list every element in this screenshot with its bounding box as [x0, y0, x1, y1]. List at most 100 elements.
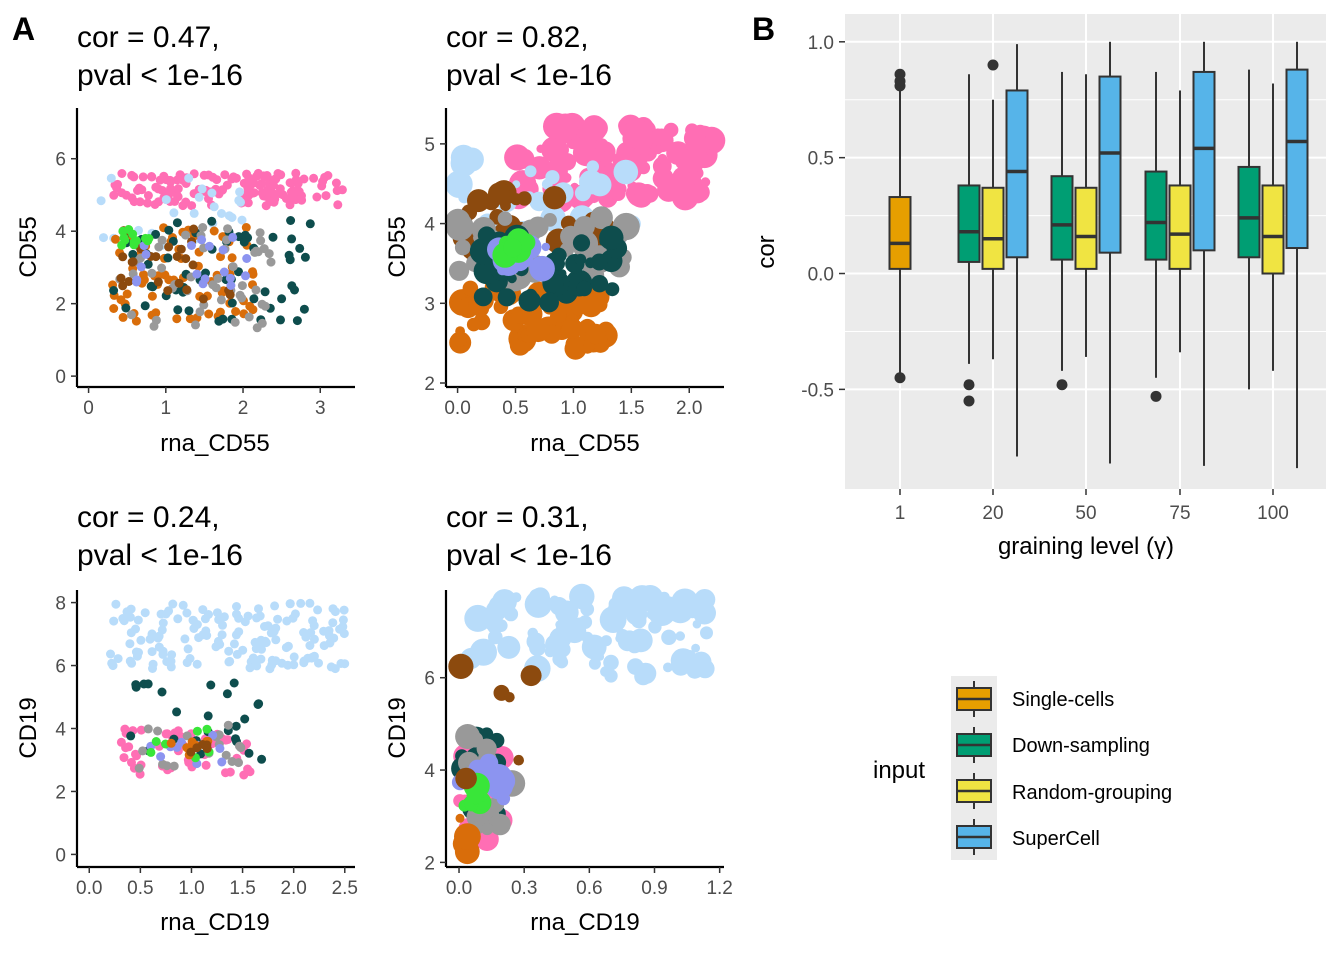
point-panel3-group1 [204, 610, 213, 619]
point-panel2-group5 [527, 216, 549, 238]
point-panel2-group3 [526, 318, 551, 343]
point-panel4-group7 [455, 767, 477, 790]
point-panel1-group5 [147, 268, 157, 278]
scatter-panel-4: cor = 0.31, pval < 1e-16 0.0 0.3 0.6 0.9 1.2… [384, 501, 733, 936]
scatter-panel-1: cor = 0.47, pval < 1e-16 0 1 2 3 0 2 4 6 rna_CD… [15, 21, 355, 457]
point-panel2-group8 [503, 238, 523, 258]
point-panel3-group1 [217, 630, 227, 640]
point-panel3-group4 [234, 758, 243, 768]
point-panel3-group5 [208, 730, 218, 740]
point-panel4-group1 [658, 591, 670, 603]
point-panel1-group8 [119, 233, 129, 243]
point-panel1-group7 [200, 274, 210, 284]
point-panel1-group1 [147, 172, 156, 181]
point-panel3-group3 [231, 721, 241, 731]
point-panel4-group1 [663, 662, 673, 673]
point-panel2-group1 [653, 128, 663, 138]
x-tick-label: 75 [1169, 503, 1190, 524]
box-supercell [1098, 75, 1122, 254]
point-panel1-group1 [309, 173, 319, 183]
legend-title: input [873, 757, 925, 784]
point-panel1-group1 [173, 184, 183, 194]
point-panel2-group1 [657, 153, 668, 164]
point-panel2-group5 [449, 260, 470, 281]
point-panel1-group6 [176, 244, 186, 254]
point-panel1-group6 [127, 257, 137, 267]
point-panel3-group2 [132, 751, 141, 761]
point-panel1-group5 [208, 280, 218, 290]
point-panel3-group3 [203, 711, 213, 721]
point-panel1-group1 [291, 175, 301, 185]
boxplot-y-axis-label: cor [753, 235, 780, 268]
point-panel2-group7 [529, 255, 555, 282]
point-panel1-group2 [184, 173, 194, 183]
point-panel3-group1 [229, 639, 239, 649]
point-panel3-group1 [168, 599, 178, 609]
point-panel1-group1 [299, 174, 309, 184]
point-panel1-group4 [268, 232, 278, 242]
point-panel1-group8 [117, 240, 127, 250]
point-panel2-group6 [572, 234, 591, 252]
box-down-sampling [1050, 175, 1074, 261]
y-tick-label: 6 [55, 150, 66, 171]
point-panel4-group4 [489, 813, 511, 836]
point-panel3-group1 [324, 631, 334, 641]
point-panel1-group6 [172, 252, 182, 261]
point-panel3-group1 [140, 608, 150, 618]
panel-2-x-axis-label: rna_CD55 [530, 430, 639, 457]
point-panel3-group5 [156, 752, 166, 762]
point-panel3-group4 [153, 726, 163, 736]
point-panel1-group3 [109, 304, 119, 313]
point-panel1-group1 [255, 181, 265, 190]
outlier-down-sampling [963, 379, 975, 391]
point-panel1-group7 [242, 254, 252, 263]
point-panel3-group1 [178, 600, 188, 610]
y-tick-label: 5 [424, 135, 435, 156]
point-panel4-group8 [455, 813, 465, 823]
point-panel1-group1 [220, 170, 230, 180]
point-panel1-group6 [163, 286, 173, 296]
point-panel1-group5 [237, 293, 247, 303]
point-panel1-group1 [333, 200, 343, 210]
y-tick-label: 0.5 [808, 149, 834, 170]
point-panel3-group5 [215, 744, 225, 753]
point-panel1-group4 [121, 303, 131, 313]
point-panel1-group1 [269, 180, 279, 190]
point-panel3-group1 [106, 649, 115, 659]
point-panel4-group1 [695, 659, 715, 679]
point-panel3-group1 [309, 621, 319, 631]
point-panel2-group5 [497, 211, 513, 226]
x-tick-label: 1.5 [618, 398, 644, 419]
outlier-down-sampling [1150, 390, 1162, 402]
point-panel4-group1 [700, 626, 713, 640]
y-tick-label: 2 [55, 295, 66, 316]
panel-4-title-line1: cor = 0.31, [446, 501, 589, 534]
point-panel1-group1 [143, 198, 152, 208]
point-panel4-group1 [628, 628, 653, 653]
point-panel3-group3 [131, 680, 141, 690]
point-panel1-group6 [198, 294, 208, 304]
point-panel1-group7 [132, 277, 141, 287]
box-supercell [1005, 89, 1029, 259]
point-panel1-group6 [118, 252, 128, 262]
point-panel2-group3 [580, 339, 595, 354]
x-tick-label: 1.0 [178, 878, 204, 899]
point-panel1-group3 [185, 314, 195, 324]
point-panel2-group1 [688, 184, 708, 204]
point-panel1-group5 [256, 236, 266, 246]
point-panel4-group1 [691, 643, 700, 653]
point-panel3-group3 [143, 679, 153, 689]
point-panel3-group1 [113, 654, 123, 664]
point-panel2-group1 [514, 148, 535, 169]
point-panel1-group4 [286, 216, 296, 225]
panel-1-y-axis-label: CD55 [15, 216, 42, 277]
point-panel4-group7 [520, 665, 542, 687]
panel-2-plot-area: 0.0 0.5 1.0 1.5 2.0 2 3 4 5 [424, 108, 726, 419]
point-panel4-group1 [580, 602, 595, 617]
point-panel1-group5 [157, 263, 167, 273]
point-panel2-group6 [558, 269, 567, 278]
point-panel1-group1 [138, 172, 148, 182]
x-tick-label: 0.0 [76, 878, 102, 899]
point-panel3-group1 [243, 611, 253, 621]
panel-1-plot-area: 0 1 2 3 0 2 4 6 [55, 108, 355, 419]
